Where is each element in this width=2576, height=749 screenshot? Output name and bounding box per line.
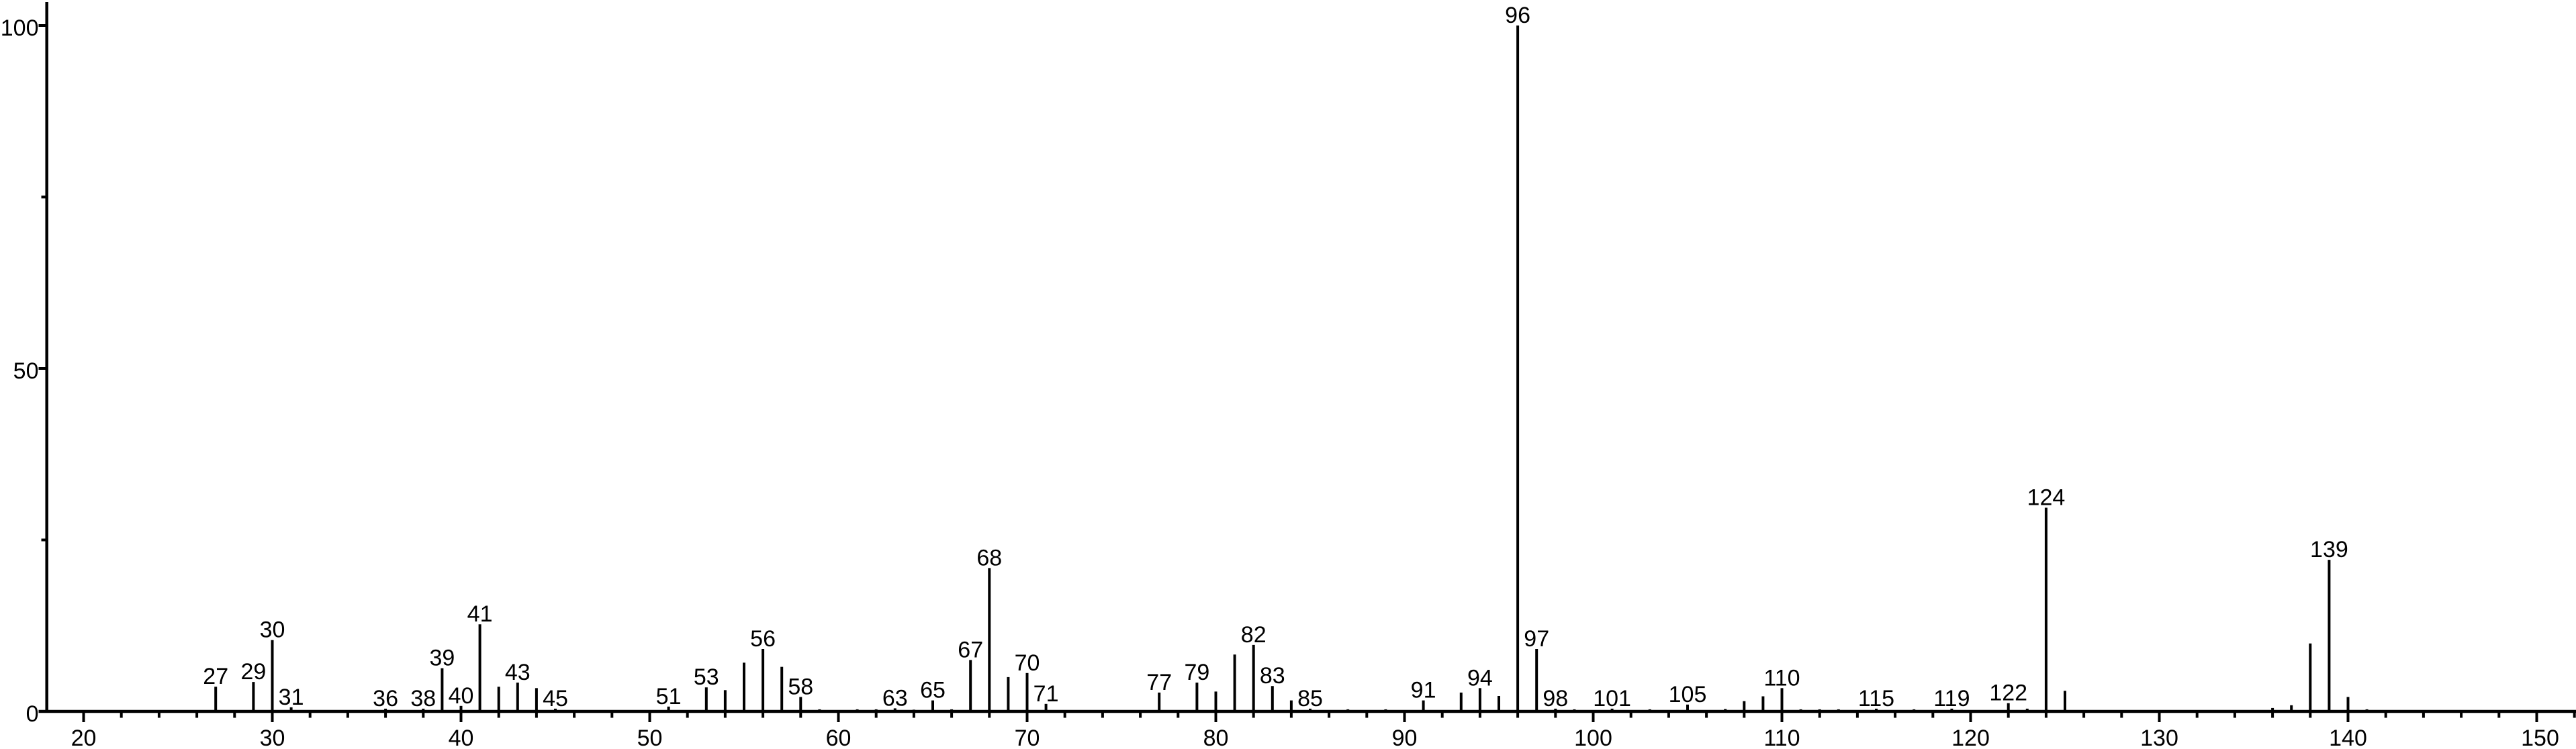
svg-text:30: 30 bbox=[260, 726, 285, 749]
svg-text:36: 36 bbox=[373, 686, 398, 711]
svg-text:67: 67 bbox=[958, 637, 983, 662]
svg-text:105: 105 bbox=[1669, 682, 1707, 707]
svg-text:150: 150 bbox=[2521, 726, 2559, 749]
svg-text:98: 98 bbox=[1543, 686, 1568, 711]
svg-text:91: 91 bbox=[1411, 678, 1436, 703]
svg-text:41: 41 bbox=[467, 601, 493, 627]
svg-text:140: 140 bbox=[2329, 726, 2367, 749]
svg-text:77: 77 bbox=[1146, 670, 1172, 695]
svg-text:38: 38 bbox=[410, 686, 436, 711]
svg-text:51: 51 bbox=[656, 684, 682, 709]
svg-text:60: 60 bbox=[826, 726, 852, 749]
svg-text:31: 31 bbox=[279, 685, 304, 710]
svg-text:58: 58 bbox=[788, 675, 813, 700]
svg-text:110: 110 bbox=[1763, 665, 1800, 691]
svg-text:45: 45 bbox=[543, 686, 568, 711]
svg-text:122: 122 bbox=[1989, 681, 2027, 706]
svg-text:50: 50 bbox=[637, 726, 663, 749]
svg-text:100: 100 bbox=[1, 15, 39, 41]
svg-text:40: 40 bbox=[449, 726, 474, 749]
svg-text:80: 80 bbox=[1203, 726, 1229, 749]
svg-text:0: 0 bbox=[26, 701, 39, 727]
svg-text:120: 120 bbox=[1951, 726, 1990, 749]
svg-text:40: 40 bbox=[449, 683, 474, 709]
svg-text:82: 82 bbox=[1241, 622, 1267, 648]
svg-text:56: 56 bbox=[750, 626, 776, 652]
svg-text:83: 83 bbox=[1260, 663, 1285, 689]
svg-text:139: 139 bbox=[2310, 537, 2348, 562]
svg-text:130: 130 bbox=[2140, 726, 2178, 749]
svg-text:110: 110 bbox=[1763, 726, 1800, 749]
svg-text:53: 53 bbox=[694, 664, 719, 690]
svg-text:70: 70 bbox=[1015, 726, 1040, 749]
svg-text:43: 43 bbox=[505, 660, 531, 685]
svg-text:101: 101 bbox=[1593, 686, 1631, 711]
svg-text:71: 71 bbox=[1033, 681, 1059, 707]
svg-text:30: 30 bbox=[260, 617, 285, 643]
svg-text:115: 115 bbox=[1858, 686, 1894, 711]
svg-text:63: 63 bbox=[882, 685, 908, 711]
svg-text:20: 20 bbox=[71, 726, 97, 749]
svg-text:97: 97 bbox=[1524, 626, 1549, 652]
svg-text:100: 100 bbox=[1574, 726, 1612, 749]
svg-text:70: 70 bbox=[1015, 650, 1040, 676]
svg-text:124: 124 bbox=[2027, 485, 2066, 511]
svg-text:50: 50 bbox=[13, 358, 39, 384]
svg-text:68: 68 bbox=[976, 545, 1002, 570]
svg-text:79: 79 bbox=[1184, 660, 1209, 685]
svg-text:39: 39 bbox=[429, 646, 455, 671]
svg-text:27: 27 bbox=[203, 664, 228, 689]
svg-text:90: 90 bbox=[1392, 726, 1418, 749]
svg-text:119: 119 bbox=[1933, 686, 1970, 711]
svg-text:29: 29 bbox=[240, 659, 266, 685]
svg-text:85: 85 bbox=[1297, 686, 1323, 711]
svg-text:94: 94 bbox=[1467, 665, 1493, 691]
svg-text:65: 65 bbox=[920, 678, 946, 703]
svg-text:96: 96 bbox=[1505, 3, 1530, 28]
